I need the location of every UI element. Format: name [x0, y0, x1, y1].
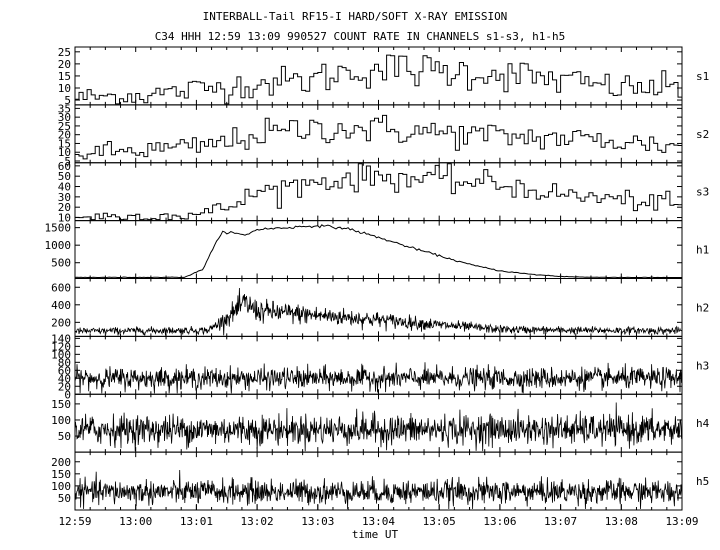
- y-tick-label-h3: 20: [58, 380, 71, 393]
- y-tick-label-h3: 80: [58, 356, 71, 369]
- y-tick-label-s2: 30: [58, 111, 71, 124]
- y-tick-label-s3: 50: [58, 170, 71, 183]
- series-line-h1: [74, 224, 682, 279]
- y-tick-label-h5: 50: [58, 492, 71, 505]
- y-tick-label-s2: 20: [58, 129, 71, 142]
- y-tick-label-h3: 40: [58, 372, 71, 385]
- y-tick-label-h5: 150: [51, 468, 71, 481]
- y-tick-label-s3: 40: [58, 181, 71, 194]
- y-tick-label-s3: 20: [58, 201, 71, 214]
- y-tick-label-s3: 60: [58, 160, 71, 173]
- y-tick-label-h4: 100: [51, 414, 71, 427]
- panel-h2: 200 400 600 h2: [51, 278, 709, 337]
- panel-h1: 500 1000 1500 h1: [45, 220, 709, 279]
- x-tick-label: 13:00: [119, 515, 152, 528]
- panel-label-s3: s3: [696, 186, 709, 199]
- x-tick-label: 12:59: [58, 515, 91, 528]
- y-tick-label-s2: 5: [64, 155, 71, 168]
- panel-frame-s1: [74, 46, 683, 106]
- y-tick-label-h3: 0: [64, 388, 71, 401]
- series-line-h4: [74, 402, 683, 452]
- y-tick-label-h1: 500: [51, 257, 71, 270]
- y-tick-label-h1: 1000: [45, 239, 72, 252]
- x-tick-label: 13:02: [241, 515, 274, 528]
- panel-label-s2: s2: [696, 128, 709, 141]
- y-tick-label-h5: 100: [51, 480, 71, 493]
- y-tick-label-s3: 30: [58, 191, 71, 204]
- x-axis: 12:59 13:00 13:01 13:02 13:03 13:04 13:05 13:06…: [58, 504, 699, 528]
- x-tick-label: 13:03: [301, 515, 334, 528]
- series-line-h3: [74, 362, 683, 394]
- y-tick-label-h5: 200: [51, 456, 71, 469]
- y-tick-label-h4: 150: [51, 398, 71, 411]
- y-tick-label-h3: 100: [51, 348, 71, 361]
- y-tick-label-s2: 25: [58, 120, 71, 133]
- chart-subtitle: C34 HHH 12:59 13:09 990527 COUNT RATE IN…: [155, 30, 566, 43]
- x-tick-label: 13:07: [544, 515, 577, 528]
- x-tick-label: 13:05: [423, 515, 456, 528]
- series-line-s3: [75, 163, 682, 221]
- y-tick-label-s1: 10: [58, 82, 71, 95]
- y-tick-label-h2: 600: [51, 281, 71, 294]
- x-axis-title: time UT: [352, 528, 399, 541]
- x-tick-label: 13:09: [665, 515, 698, 528]
- y-tick-label-s1: 15: [58, 70, 71, 83]
- x-tick-label: 13:04: [362, 515, 395, 528]
- y-tick-label-s2: 35: [58, 102, 71, 115]
- y-tick-label-h1: 1500: [45, 222, 72, 235]
- series-line-s1: [75, 54, 682, 105]
- panel-frame-h2: [74, 278, 683, 337]
- y-tick-label-h3: 120: [51, 340, 71, 353]
- y-tick-label-h3: 140: [51, 332, 71, 345]
- panel-label-h4: h4: [696, 417, 710, 430]
- y-tick-label-s1: 25: [58, 46, 71, 59]
- y-tick-label-h4: 50: [58, 430, 71, 443]
- y-tick-label-h3: 60: [58, 364, 71, 377]
- x-tick-label: 13:06: [483, 515, 516, 528]
- y-tick-label-s1: 5: [64, 94, 71, 107]
- y-tick-label-s2: 10: [58, 146, 71, 159]
- panel-frame-h3: [74, 335, 683, 395]
- panel-frame-h1: [74, 220, 683, 279]
- panel-frame-s2: [74, 104, 683, 164]
- panel-label-h2: h2: [696, 301, 709, 314]
- panel-label-h5: h5: [696, 475, 709, 488]
- panel-label-h1: h1: [696, 244, 709, 257]
- y-tick-label-h2: 400: [51, 299, 71, 312]
- y-tick-label-h2: 200: [51, 316, 71, 329]
- series-line-h2: [74, 287, 683, 337]
- y-tick-label-s1: 20: [58, 58, 71, 71]
- x-tick-label: 13:01: [180, 515, 213, 528]
- chart-title: INTERBALL-Tail RF15-I HARD/SOFT X-RAY EM…: [203, 10, 508, 23]
- panel-label-h3: h3: [696, 359, 709, 372]
- x-tick-label: 13:08: [605, 515, 638, 528]
- y-tick-label-s3: 10: [58, 212, 71, 225]
- series-line-h5: [74, 469, 683, 510]
- y-tick-label-s2: 15: [58, 137, 71, 150]
- panel-h4: 50 100 150 h4: [51, 393, 710, 453]
- series-line-s2: [75, 114, 682, 160]
- panels-group: 510152025s15101520253035s2102030405060s3…: [45, 46, 710, 511]
- panel-label-s1: s1: [696, 70, 709, 83]
